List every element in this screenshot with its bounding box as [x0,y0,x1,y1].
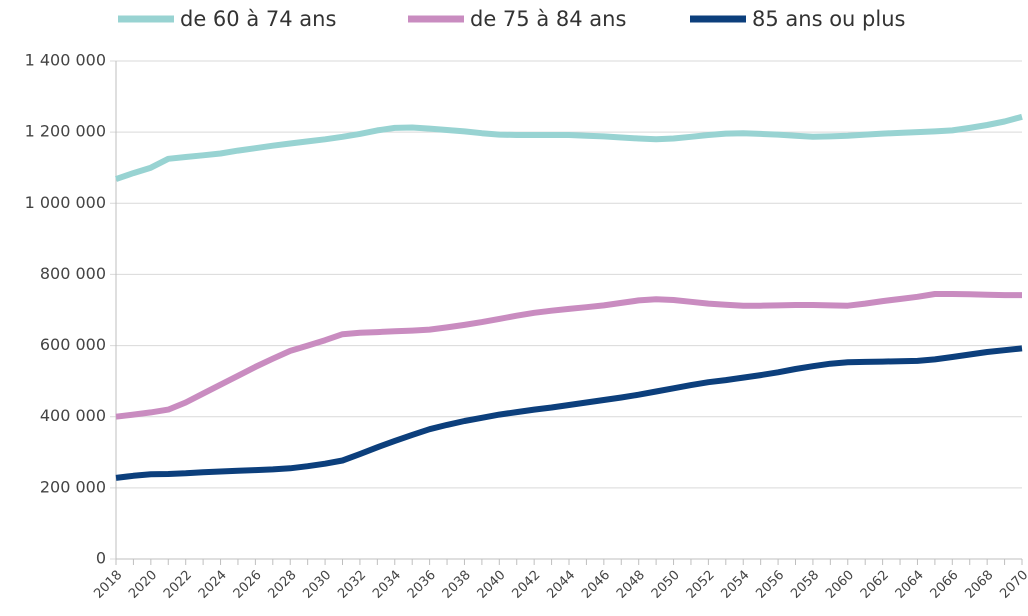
y-tick-label: 600 000 [40,335,106,354]
x-tick-label: 2044 [544,568,578,602]
series-line [115,291,1022,420]
legend-label: 85 ans ou plus [752,7,905,31]
x-tick-label: 2064 [893,568,927,602]
x-tick-label: 2042 [509,568,543,602]
x-tick-label: 2060 [823,568,857,602]
x-tick-label: 2028 [266,568,300,602]
x-tick-label: 2034 [370,568,404,602]
x-tick-label: 2052 [684,568,718,602]
x-tick-label: 2050 [649,568,683,602]
x-tick-label: 2046 [579,568,613,602]
x-tick-label: 2056 [753,568,787,602]
y-tick-label: 0 [96,549,106,568]
y-tick-label: 1 400 000 [25,51,106,70]
x-tick-label: 2032 [335,568,369,602]
series-line [115,113,1023,182]
x-tick-label: 2040 [475,568,509,602]
x-tick-label: 2026 [231,568,265,602]
x-tick-label: 2018 [91,568,125,602]
x-tick-label: 2020 [126,568,160,602]
y-tick-label: 1 200 000 [25,122,106,141]
x-tick-label: 2054 [719,568,753,602]
y-tick-label: 1 000 000 [25,193,106,212]
y-tick-label: 400 000 [40,406,106,425]
y-tick-label: 800 000 [40,264,106,283]
x-tick-label: 2070 [997,568,1028,602]
series-line [115,345,1023,481]
legend-label: de 60 à 74 ans [180,7,336,31]
x-tick-label: 2024 [196,568,230,602]
y-tick-label: 200 000 [40,477,106,496]
x-tick-label: 2062 [858,568,892,602]
x-tick-label: 2030 [300,568,334,602]
x-tick-label: 2022 [161,568,195,602]
x-tick-label: 2068 [962,568,996,602]
x-tick-label: 2036 [405,568,439,602]
legend-label: de 75 à 84 ans [470,7,626,31]
x-tick-label: 2058 [788,568,822,602]
x-tick-label: 2048 [614,568,648,602]
x-tick-label: 2038 [440,568,474,602]
x-tick-label: 2066 [928,568,962,602]
